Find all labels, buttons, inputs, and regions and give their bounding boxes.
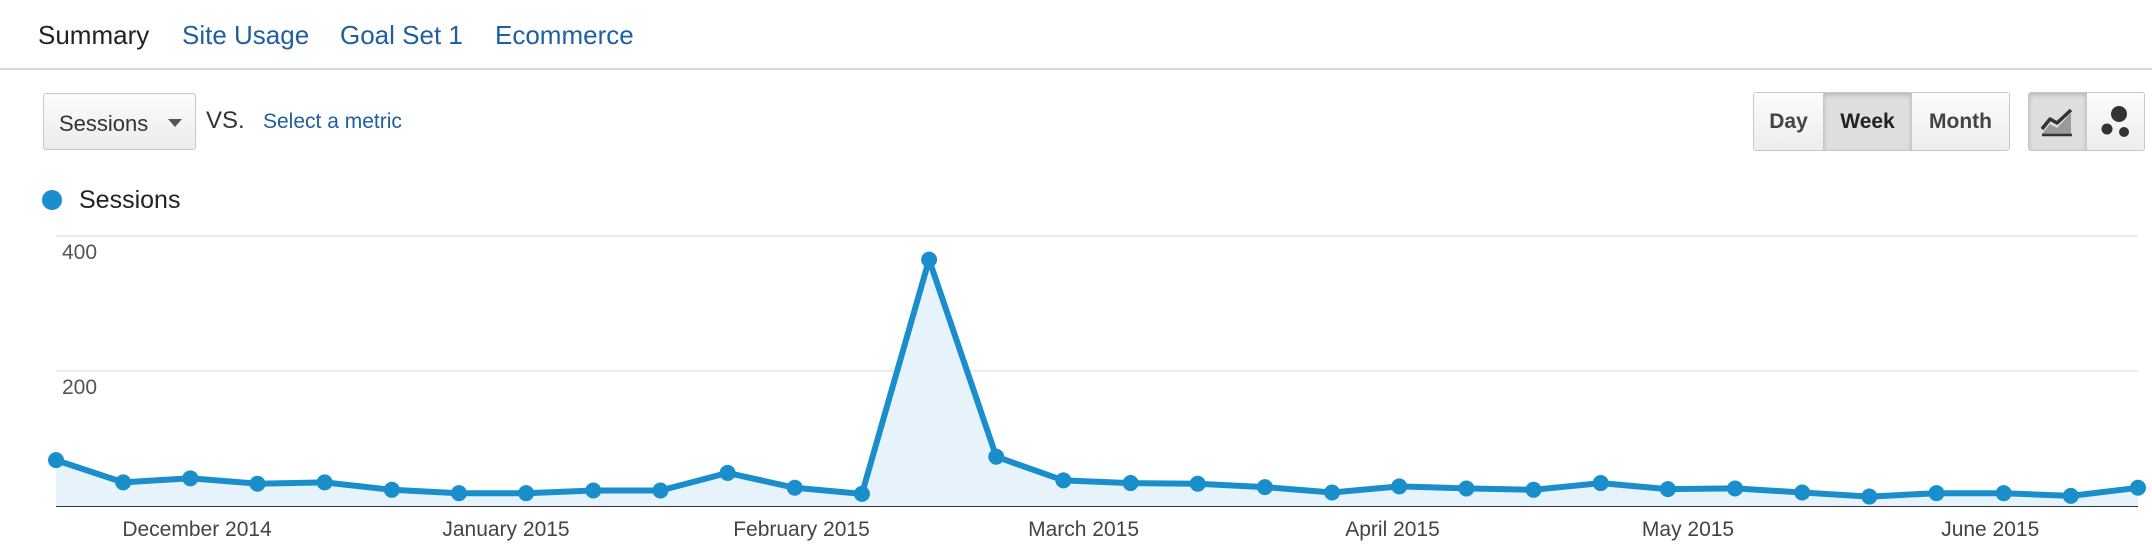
x-tick-label: March 2015 [1028,518,1139,541]
chart-points [48,251,2146,505]
sessions-point [1525,481,1542,498]
x-tick-label: June 2015 [1941,518,2039,541]
sessions-point [585,482,602,499]
metric-dropdown[interactable]: Sessions [43,93,196,150]
chevron-down-icon [168,119,182,127]
sessions-point [1592,475,1609,492]
x-tick-label: April 2015 [1345,518,1440,541]
motion-chart-icon [2101,105,2130,137]
sessions-chart: 200 400 December 2014 January 2015 February… [48,235,2146,541]
tab-goal-set-1[interactable]: Goal Set 1 [340,20,463,50]
sessions-point [1861,488,1878,505]
x-tick-label: December 2014 [122,518,272,541]
sessions-point [518,485,535,502]
chart-area [56,259,2138,506]
sessions-point [921,251,938,268]
sessions-point [316,474,333,491]
month-button[interactable]: Month [1912,93,2009,150]
week-button[interactable]: Week [1824,93,1912,150]
y-tick-label: 200 [62,376,97,399]
select-metric-link[interactable]: Select a metric [263,110,402,133]
tab-ecommerce[interactable]: Ecommerce [495,20,634,50]
sessions-line [53,256,2141,500]
sessions-point [652,482,669,499]
sessions-point [719,464,736,481]
legend-sessions-label: Sessions [79,186,181,214]
sessions-point [1055,472,1072,489]
sessions-point [1391,478,1408,495]
granularity-toggle: Day Week Month [1753,92,2010,151]
sessions-point [1256,479,1273,496]
sessions-point [383,481,400,498]
metric-dropdown-value: Sessions [59,111,149,136]
y-tick-label: 400 [62,241,97,264]
chart-x-axis: December 2014 January 2015 February 2015 Ma… [122,518,2039,541]
line-chart-button[interactable] [2029,93,2087,150]
sessions-point [786,479,803,496]
sessions-point [182,470,199,487]
sessions-point [48,452,64,469]
chart-y-axis: 200 400 [62,241,97,399]
chart-gridlines [56,235,2138,507]
sessions-point [988,448,1005,465]
x-tick-label: May 2015 [1642,518,1734,541]
chart-line [53,256,2141,500]
sessions-point [2062,487,2079,504]
legend-sessions-dot [42,190,62,210]
sessions-point [1928,485,1945,502]
report-tabs: Summary Site Usage Goal Set 1 Ecommerce [0,0,2152,70]
sessions-point [853,485,870,502]
day-button[interactable]: Day [1754,93,1824,150]
tab-summary[interactable]: Summary [38,20,150,50]
sessions-area [56,259,2138,506]
sessions-point [1324,484,1341,501]
sessions-point [249,475,266,492]
sessions-point [1727,480,1744,497]
sessions-point [450,485,467,502]
vs-label: VS. [206,107,245,134]
sessions-point [1794,484,1811,501]
x-tick-label: January 2015 [442,518,569,541]
tab-site-usage[interactable]: Site Usage [182,20,310,50]
motion-chart-button[interactable] [2086,93,2144,150]
line-chart-icon [2040,108,2073,136]
sessions-point [1659,481,1676,498]
sessions-point [1458,480,1475,497]
sessions-point [1995,485,2012,502]
sessions-point [2130,479,2146,496]
chart-type-toggle [2028,92,2145,151]
sessions-point [1122,475,1139,492]
sessions-point [115,474,132,491]
sessions-point [1189,475,1206,492]
x-tick-label: February 2015 [733,518,870,541]
